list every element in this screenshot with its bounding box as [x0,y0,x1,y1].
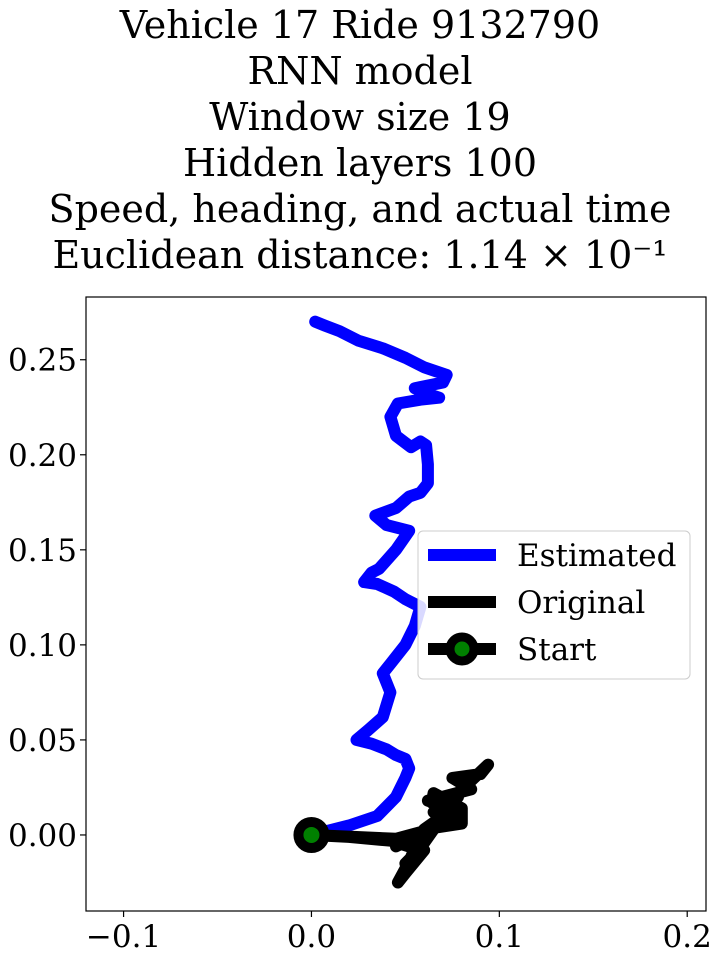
y-tick-label: 0.10 [8,628,77,664]
y-tick-label: 0.20 [8,438,77,474]
y-tick-label: 0.25 [8,343,77,379]
legend-label-estimated: Estimated [517,538,676,574]
title-line-2: RNN model [247,49,473,93]
y-tick-label: 0.00 [8,818,77,854]
series-line-estimated [305,315,453,841]
title-line-4: Hidden layers 100 [182,141,538,185]
legend-start-marker [445,632,479,666]
x-tick-label: −0.1 [86,919,161,955]
axes-frame [85,296,707,912]
x-tick-label: 0.2 [663,919,712,955]
title-line-6: Euclidean distance: 1.14 × 10⁻¹ [52,233,668,277]
plot-area [293,315,495,889]
x-tick-label: 0.1 [475,919,524,955]
y-tick-label: 0.15 [8,533,77,569]
title-line-1: Vehicle 17 Ride 9132790 [119,3,601,47]
legend-box [417,530,691,680]
start-marker [293,816,330,853]
x-tick-label: 0.0 [287,919,336,955]
series-line-original [305,758,495,889]
legend-label-original: Original [517,585,645,621]
title-line-3: Window size 19 [209,95,511,139]
y-axis: 0.00 0.05 0.10 0.15 0.20 0.25 [8,343,86,854]
chart-title: Vehicle 17 Ride 9132790 RNN model Window… [0,2,720,278]
y-tick-label: 0.05 [8,723,77,759]
legend-label-start: Start [517,632,597,668]
title-line-5: Speed, heading, and actual time [48,187,672,231]
x-axis: −0.1 0.0 0.1 0.2 [86,911,712,955]
legend: Estimated Original Start [417,530,691,680]
